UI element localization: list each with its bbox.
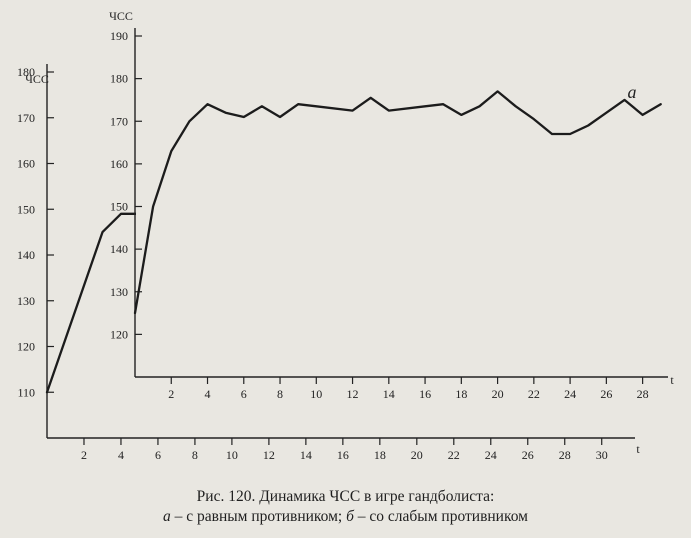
back-x-tick-label: 30 (596, 448, 608, 462)
back-y-tick-label: 130 (17, 294, 35, 308)
back-y-tick-label: 160 (17, 157, 35, 171)
series-front-line (133, 90, 662, 315)
front-y-tick-label: 190 (110, 29, 128, 43)
back-x-tick-label: 26 (522, 448, 534, 462)
back-y-tick-label: 110 (17, 385, 35, 399)
back-x-tick-label: 28 (559, 448, 571, 462)
back-x-tick-label: 12 (263, 448, 275, 462)
back-y-tick-label: 120 (17, 340, 35, 354)
back-x-tick-label: 14 (300, 448, 312, 462)
back-x-tick-label: 18 (374, 448, 386, 462)
front-x-tick-label: 18 (455, 387, 467, 401)
front-y-tick-label: 180 (110, 72, 128, 86)
caption-series-a-letter: а (163, 508, 171, 525)
back-x-tick-label: 20 (411, 448, 423, 462)
back-x-tick-label: 10 (226, 448, 238, 462)
series-front-label: а (628, 82, 637, 102)
front-x-tick-label: 4 (205, 387, 211, 401)
back-y-tick-label: 150 (17, 202, 35, 216)
back-y-axis-title: ЧСС (25, 72, 49, 86)
front-x-tick-label: 20 (492, 387, 504, 401)
back-x-tick-label: 6 (155, 448, 161, 462)
back-x-tick-label: 2 (81, 448, 87, 462)
front-y-tick-label: 170 (110, 114, 128, 128)
front-plot-background (136, 28, 669, 376)
caption-title: Рис. 120. Динамика ЧСС в игре гандболист… (196, 488, 495, 505)
back-y-tick-label: 140 (17, 248, 35, 262)
front-x-tick-label: 10 (310, 387, 322, 401)
front-y-tick-label: 140 (110, 242, 128, 256)
front-x-tick-label: 14 (383, 387, 395, 401)
front-y-tick-label: 130 (110, 285, 128, 299)
front-x-tick-label: 16 (419, 387, 431, 401)
front-x-tick-label: 28 (637, 387, 649, 401)
back-x-tick-label: 22 (448, 448, 460, 462)
back-x-tick-label: 24 (485, 448, 497, 462)
front-x-tick-label: 24 (564, 387, 576, 401)
front-y-tick-label: 160 (110, 157, 128, 171)
front-y-tick-label: 120 (110, 327, 128, 341)
back-x-tick-label: 8 (192, 448, 198, 462)
caption-series-b-text: – со слабым противником (353, 508, 528, 525)
front-y-axis-title: ЧСС (109, 9, 133, 23)
front-x-tick-label: 6 (241, 387, 247, 401)
caption-legend: а – с равным противником; б – со слабым … (0, 507, 691, 527)
front-x-tick-label: 22 (528, 387, 540, 401)
caption-series-b-letter: б (346, 508, 354, 525)
back-x-axis-title: t (636, 442, 640, 456)
front-y-tick-label: 150 (110, 200, 128, 214)
back-x-tick-label: 4 (118, 448, 124, 462)
back-y-tick-label: 180 (17, 65, 35, 79)
caption-series-a-text: – с равным противником; (170, 508, 347, 525)
back-y-tick-label: 170 (17, 111, 35, 125)
front-x-tick-label: 8 (277, 387, 283, 401)
figure-caption: Рис. 120. Динамика ЧСС в игре гандболист… (0, 487, 691, 527)
back-x-tick-label: 16 (337, 448, 349, 462)
front-x-tick-label: 2 (168, 387, 174, 401)
front-x-axis-title: t (670, 373, 674, 387)
front-x-tick-label: 12 (347, 387, 359, 401)
front-x-tick-label: 26 (600, 387, 612, 401)
